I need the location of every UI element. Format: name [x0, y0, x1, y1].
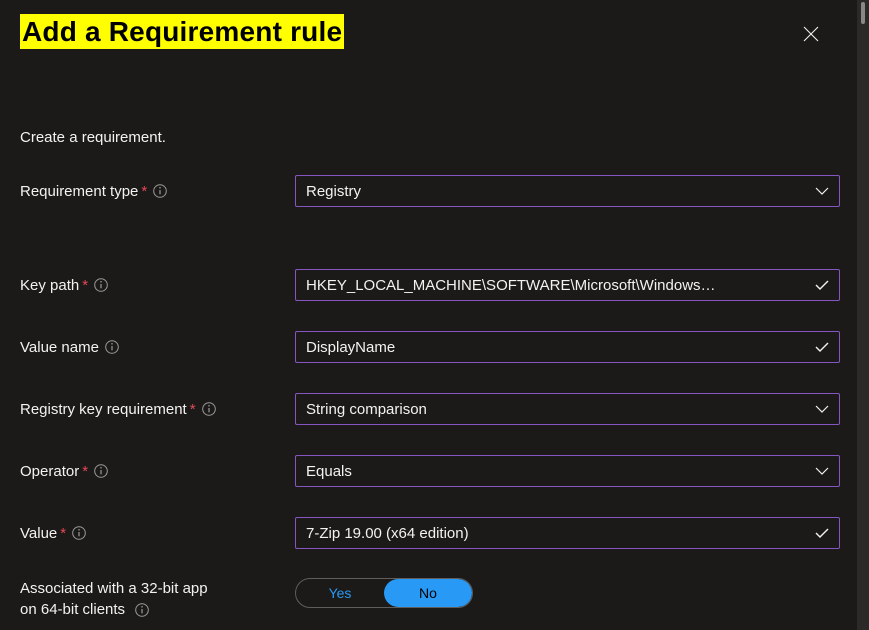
label-operator: Operator* — [20, 463, 295, 480]
label-text-line1: Associated with a 32-bit app — [20, 580, 208, 597]
row-value-name: Value name DisplayName — [20, 330, 849, 364]
close-button[interactable] — [797, 20, 825, 53]
required-marker: * — [82, 463, 88, 480]
row-requirement-type: Requirement type* Registry — [20, 174, 849, 208]
requirement-type-select[interactable]: Registry — [295, 175, 840, 207]
field-value: String comparison — [306, 401, 427, 418]
chevron-down-icon — [815, 404, 829, 414]
label-text: Registry key requirement — [20, 401, 187, 418]
operator-select[interactable]: Equals — [295, 455, 840, 487]
toggle-yes-button[interactable]: Yes — [296, 579, 384, 607]
label-text: Value name — [20, 339, 99, 356]
title-row: Add a Requirement rule — [20, 14, 849, 85]
registry-key-requirement-select[interactable]: String comparison — [295, 393, 840, 425]
info-icon[interactable] — [105, 340, 119, 354]
info-icon[interactable] — [135, 603, 149, 617]
row-operator: Operator* Equals — [20, 454, 849, 488]
chevron-down-icon — [815, 186, 829, 196]
chevron-down-icon — [815, 466, 829, 476]
info-icon[interactable] — [94, 464, 108, 478]
requirement-rule-panel: Add a Requirement rule Create a requirem… — [0, 0, 869, 630]
label-text: Requirement type — [20, 183, 138, 200]
field-value: DisplayName — [306, 339, 395, 356]
label-text: Key path — [20, 277, 79, 294]
info-icon[interactable] — [94, 278, 108, 292]
label-key-path: Key path* — [20, 277, 295, 294]
label-text-line2: on 64-bit clients — [20, 601, 125, 618]
field-value: HKEY_LOCAL_MACHINE\SOFTWARE\Microsoft\Wi… — [306, 277, 716, 294]
field-value: Registry — [306, 183, 361, 200]
row-key-path: Key path* HKEY_LOCAL_MACHINE\SOFTWARE\Mi… — [20, 268, 849, 302]
row-registry-key-requirement: Registry key requirement* String compari… — [20, 392, 849, 426]
toggle-no-button[interactable]: No — [384, 579, 472, 607]
vertical-scrollbar[interactable] — [857, 0, 869, 630]
associated-32bit-toggle: Yes No — [295, 578, 473, 608]
value-name-input[interactable]: DisplayName — [295, 331, 840, 363]
info-icon[interactable] — [202, 402, 216, 416]
close-icon — [803, 26, 819, 42]
label-text: Operator — [20, 463, 79, 480]
label-value-name: Value name — [20, 339, 295, 356]
label-requirement-type: Requirement type* — [20, 183, 295, 200]
required-marker: * — [190, 401, 196, 418]
panel-title: Add a Requirement rule — [20, 14, 344, 49]
check-icon — [815, 341, 829, 353]
field-value: 7-Zip 19.00 (x64 edition) — [306, 525, 469, 542]
key-path-input[interactable]: HKEY_LOCAL_MACHINE\SOFTWARE\Microsoft\Wi… — [295, 269, 840, 301]
scrollbar-thumb[interactable] — [861, 2, 865, 24]
field-value: Equals — [306, 463, 352, 480]
info-icon[interactable] — [153, 184, 167, 198]
required-marker: * — [82, 277, 88, 294]
label-text: Value — [20, 525, 57, 542]
label-registry-key-requirement: Registry key requirement* — [20, 401, 295, 418]
check-icon — [815, 279, 829, 291]
row-associated-32bit: Associated with a 32-bit app on 64-bit c… — [20, 578, 849, 620]
label-associated-32bit: Associated with a 32-bit app on 64-bit c… — [20, 578, 295, 620]
value-input[interactable]: 7-Zip 19.00 (x64 edition) — [295, 517, 840, 549]
required-marker: * — [60, 525, 66, 542]
check-icon — [815, 527, 829, 539]
required-marker: * — [141, 183, 147, 200]
row-value: Value* 7-Zip 19.00 (x64 edition) — [20, 516, 849, 550]
info-icon[interactable] — [72, 526, 86, 540]
label-value: Value* — [20, 525, 295, 542]
panel-subtitle: Create a requirement. — [20, 129, 849, 146]
